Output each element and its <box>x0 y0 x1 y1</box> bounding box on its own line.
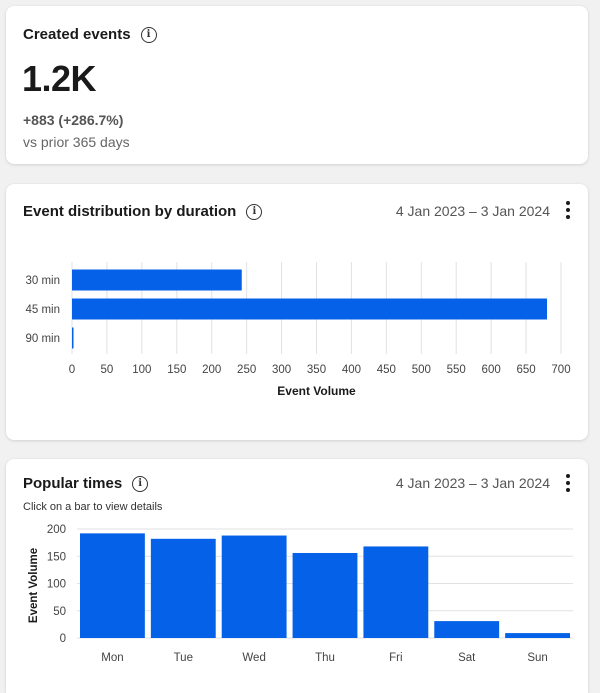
y-tick-label: 100 <box>47 579 66 591</box>
info-icon[interactable]: i <box>132 475 149 492</box>
popular-more-menu-icon[interactable] <box>566 474 570 492</box>
bar-fri[interactable] <box>363 546 429 638</box>
x-tick-label: 250 <box>237 364 256 376</box>
x-tick-label: 500 <box>412 364 431 376</box>
bar-45-min[interactable] <box>72 298 548 320</box>
x-tick-label: 300 <box>272 364 291 376</box>
y-tick-label: 50 <box>53 606 66 618</box>
x-tick-label: Thu <box>315 652 335 664</box>
x-tick-label: 0 <box>69 364 75 376</box>
bar-tue[interactable] <box>150 538 216 638</box>
created-events-comparison: vs prior 365 days <box>23 134 130 150</box>
bar-30-min[interactable] <box>72 269 242 291</box>
duration-distribution-card: Event distribution by duration i 4 Jan 2… <box>6 184 588 440</box>
x-tick-label: 400 <box>342 364 361 376</box>
bar-sat[interactable] <box>434 621 500 638</box>
info-icon[interactable]: i <box>246 203 263 220</box>
duration-header: Event distribution by duration i <box>23 203 263 220</box>
x-tick-label: Sat <box>458 652 476 664</box>
created-events-change: +883 (+286.7%) <box>23 112 124 128</box>
x-tick-label: 350 <box>307 364 326 376</box>
x-tick-label: Mon <box>101 652 123 664</box>
y-axis-label: Event Volume <box>28 548 40 623</box>
x-tick-label: Tue <box>174 652 193 664</box>
x-tick-label: Sun <box>527 652 547 664</box>
duration-bar-chart: 0 50 100 150 200 250 300 350 400 450 500 550 600 650 7… <box>25 262 571 398</box>
duration-date-range: 4 Jan 2023 – 3 Jan 2024 <box>395 203 550 219</box>
x-tick-label: 50 <box>101 364 114 376</box>
popular-date-range: 4 Jan 2023 – 3 Jan 2024 <box>395 475 550 491</box>
x-tick-label: 150 <box>167 364 186 376</box>
created-events-card: Created events i 1.2K +883 (+286.7%) vs … <box>6 6 588 164</box>
popular-subtitle: Click on a bar to view details <box>23 501 163 513</box>
created-events-title: Created events <box>23 26 131 43</box>
popular-header: Popular times i <box>23 475 149 492</box>
x-tick-label: Wed <box>242 652 265 664</box>
duration-more-menu-icon[interactable] <box>566 201 570 219</box>
x-axis-label: Event Volume <box>277 384 356 398</box>
x-tick-label: 700 <box>551 364 570 376</box>
bar-wed[interactable] <box>221 535 287 638</box>
popular-times-bar-chart: 0 50 100 150 200 Mon Tue Wed Thu Fri Sat Sun Event V… <box>28 524 573 664</box>
y-tick-label: 30 min <box>25 275 60 287</box>
bar-sun[interactable] <box>505 633 570 638</box>
y-tick-label: 200 <box>47 524 66 536</box>
created-events-header: Created events i <box>23 26 157 43</box>
x-tick-label: 600 <box>482 364 501 376</box>
bar-90-min[interactable] <box>72 327 74 349</box>
bar-mon[interactable] <box>80 533 145 638</box>
y-tick-label: 150 <box>47 551 66 563</box>
popular-times-card: Popular times i 4 Jan 2023 – 3 Jan 2024 … <box>6 459 588 693</box>
y-tick-label: 0 <box>60 633 66 645</box>
created-events-value: 1.2K <box>22 58 97 99</box>
y-tick-label: 90 min <box>25 333 60 345</box>
x-tick-label: 450 <box>377 364 396 376</box>
info-icon[interactable]: i <box>140 26 157 43</box>
duration-title: Event distribution by duration <box>23 203 237 220</box>
x-tick-label: 650 <box>516 364 535 376</box>
x-tick-label: 100 <box>132 364 151 376</box>
x-tick-label: 550 <box>447 364 466 376</box>
x-tick-label: Fri <box>389 652 402 664</box>
bar-thu[interactable] <box>292 552 358 638</box>
x-tick-label: 200 <box>202 364 221 376</box>
popular-title: Popular times <box>23 475 123 492</box>
y-tick-label: 45 min <box>25 304 60 316</box>
